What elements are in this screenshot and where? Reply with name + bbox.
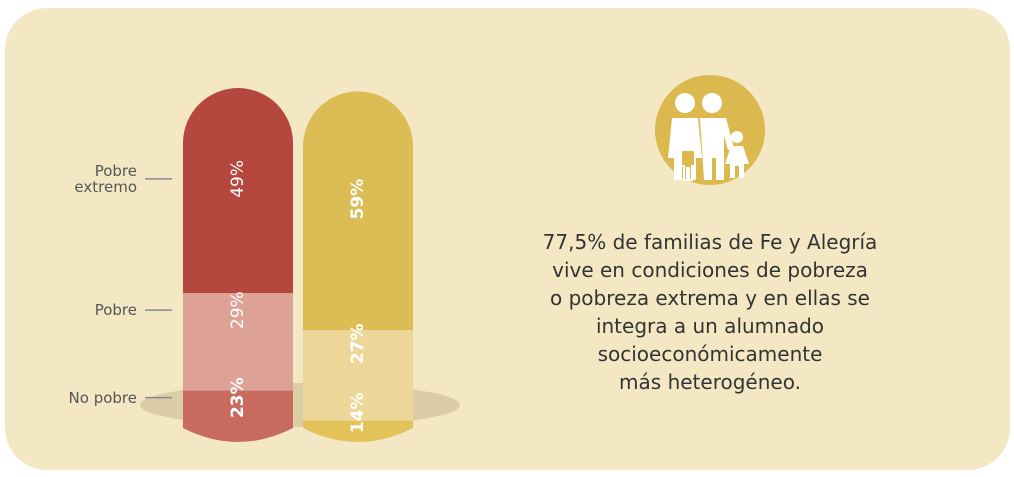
annotation-line: socioeconómicamente (597, 342, 823, 366)
value-label: 59% (348, 179, 368, 220)
annotation-line: integra a un alumnado (595, 314, 825, 338)
legend-label: Pobre extremo (74, 161, 137, 196)
bar-segment (303, 91, 413, 330)
family-icon (655, 75, 765, 185)
value-label: 29% (228, 291, 248, 329)
annotation-line: o pobreza extrema y en ellas se (550, 286, 870, 310)
value-label: 27% (348, 323, 368, 364)
annotation-line: más heterogéneo. (619, 370, 801, 394)
annotation-line: vive en condiciones de pobreza (552, 258, 868, 282)
legend-label: No pobre (68, 388, 137, 407)
legend-label: Pobre (94, 301, 137, 320)
value-label: 14% (348, 392, 368, 433)
value-label: 23% (228, 377, 248, 418)
column (303, 91, 413, 442)
value-label: 49% (228, 160, 248, 198)
annotation-line: 77,5% de familias de Fe y Alegría (542, 230, 878, 254)
